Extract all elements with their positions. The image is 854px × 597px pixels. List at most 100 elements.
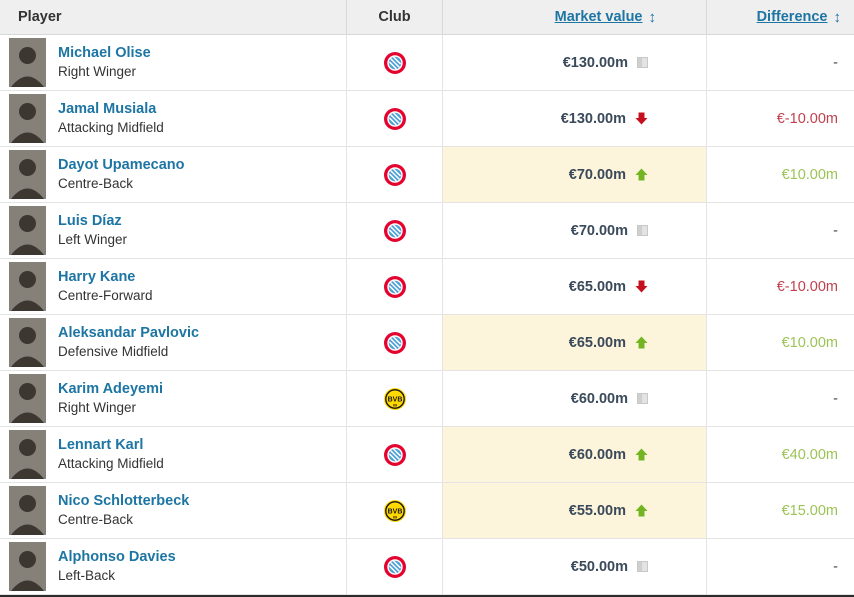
borussia-dortmund-club-badge[interactable]: BVB 09: [383, 499, 407, 523]
bayern-munich-club-badge[interactable]: [383, 331, 407, 355]
difference-value: €15.00m: [781, 502, 838, 519]
player-name-link[interactable]: Michael Olise: [58, 44, 151, 61]
bayern-munich-club-badge[interactable]: [383, 51, 407, 75]
market-value-cell: €130.00m: [443, 35, 706, 90]
market-value: €60.00m: [570, 390, 628, 407]
player-name-link[interactable]: Lennart Karl: [58, 436, 144, 453]
club-cell: [346, 427, 443, 482]
difference-value: -: [833, 558, 838, 575]
market-value-cell: €70.00m: [443, 147, 706, 202]
player-info: Harry Kane Centre-Forward: [58, 269, 153, 305]
player-name-link[interactable]: Jamal Musiala: [58, 100, 157, 117]
player-photo[interactable]: [9, 318, 46, 367]
column-header-player-label: Player: [18, 9, 62, 25]
player-info: Lennart Karl Attacking Midfield: [58, 437, 164, 473]
difference-cell: -: [706, 203, 854, 258]
sort-icon[interactable]: ↕: [648, 8, 657, 26]
no-change-icon: [637, 561, 648, 572]
player-position: Centre-Back: [58, 176, 134, 192]
player-photo[interactable]: [9, 150, 46, 199]
club-cell: [346, 315, 443, 370]
column-header-club: Club: [346, 0, 443, 34]
bayern-munich-club-badge[interactable]: [383, 555, 407, 579]
market-value: €60.00m: [568, 446, 626, 463]
no-change-icon: [637, 225, 648, 236]
player-photo[interactable]: [9, 430, 46, 479]
table-row: Jamal Musiala Attacking Midfield €130.00…: [0, 91, 854, 147]
player-photo[interactable]: [9, 262, 46, 311]
player-photo[interactable]: [9, 542, 46, 591]
player-name-link[interactable]: Nico Schlotterbeck: [58, 492, 190, 509]
player-photo[interactable]: [9, 206, 46, 255]
column-header-market-value: Market value ↕: [443, 0, 706, 34]
svg-text:BVB: BVB: [387, 508, 402, 515]
difference-value: -: [833, 54, 838, 71]
market-value: €70.00m: [570, 222, 628, 239]
club-cell: [346, 91, 443, 146]
market-value-cell: €60.00m: [443, 371, 706, 426]
table-row: Luis Díaz Left Winger €70.00m -: [0, 203, 854, 259]
difference-cell: -: [706, 35, 854, 90]
player-cell: Michael Olise Right Winger: [0, 35, 346, 90]
trend-up-icon: [635, 448, 648, 461]
bayern-munich-club-badge[interactable]: [383, 443, 407, 467]
player-photo[interactable]: [9, 486, 46, 535]
player-position: Defensive Midfield: [58, 344, 169, 360]
difference-sort-link[interactable]: Difference: [756, 9, 828, 25]
player-cell: Alphonso Davies Left-Back: [0, 539, 346, 594]
player-photo[interactable]: [9, 38, 46, 87]
svg-text:09: 09: [392, 403, 396, 407]
player-cell: Harry Kane Centre-Forward: [0, 259, 346, 314]
market-value-sort-link[interactable]: Market value: [554, 9, 643, 25]
player-name-link[interactable]: Aleksandar Pavlovic: [58, 324, 200, 341]
difference-cell: €15.00m: [706, 483, 854, 538]
difference-value: €10.00m: [781, 334, 838, 351]
player-name-link[interactable]: Karim Adeyemi: [58, 380, 164, 397]
bayern-munich-club-badge[interactable]: [383, 275, 407, 299]
difference-value: €-10.00m: [776, 278, 838, 295]
borussia-dortmund-club-badge[interactable]: BVB 09: [383, 387, 407, 411]
difference-value: -: [833, 390, 838, 407]
market-value-cell: €65.00m: [443, 259, 706, 314]
market-value-cell: €60.00m: [443, 427, 706, 482]
player-name-link[interactable]: Luis Díaz: [58, 212, 122, 229]
column-header-club-label: Club: [378, 9, 411, 25]
player-photo[interactable]: [9, 374, 46, 423]
player-cell: Jamal Musiala Attacking Midfield: [0, 91, 346, 146]
column-header-player: Player: [0, 0, 346, 34]
bayern-munich-club-badge[interactable]: [383, 163, 407, 187]
difference-cell: €10.00m: [706, 315, 854, 370]
player-name-link[interactable]: Alphonso Davies: [58, 548, 176, 565]
market-value: €65.00m: [568, 334, 626, 351]
market-value: €55.00m: [568, 502, 626, 519]
club-cell: BVB 09: [346, 371, 443, 426]
difference-cell: -: [706, 539, 854, 594]
difference-cell: €-10.00m: [706, 259, 854, 314]
table-row: Harry Kane Centre-Forward €65.00m €-10.0…: [0, 259, 854, 315]
player-cell: Lennart Karl Attacking Midfield: [0, 427, 346, 482]
player-name-link[interactable]: Dayot Upamecano: [58, 156, 185, 173]
market-value-cell: €65.00m: [443, 315, 706, 370]
trend-down-icon: [635, 280, 648, 293]
player-cell: Karim Adeyemi Right Winger: [0, 371, 346, 426]
difference-value: -: [833, 222, 838, 239]
trend-up-icon: [635, 336, 648, 349]
bayern-munich-club-badge[interactable]: [383, 219, 407, 243]
table-row: Lennart Karl Attacking Midfield €60.00m …: [0, 427, 854, 483]
no-change-icon: [637, 57, 648, 68]
club-cell: [346, 539, 443, 594]
difference-value: €40.00m: [781, 446, 838, 463]
player-photo[interactable]: [9, 94, 46, 143]
bayern-munich-club-badge[interactable]: [383, 107, 407, 131]
trend-up-icon: [635, 168, 648, 181]
player-position: Centre-Forward: [58, 288, 153, 304]
player-name-link[interactable]: Harry Kane: [58, 268, 136, 285]
sort-icon[interactable]: ↕: [833, 8, 842, 26]
player-cell: Dayot Upamecano Centre-Back: [0, 147, 346, 202]
no-change-icon: [637, 393, 648, 404]
player-cell: Aleksandar Pavlovic Defensive Midfield: [0, 315, 346, 370]
market-value: €130.00m: [560, 110, 626, 127]
table-row: Nico Schlotterbeck Centre-Back BVB 09 €55…: [0, 483, 854, 539]
player-cell: Nico Schlotterbeck Centre-Back: [0, 483, 346, 538]
